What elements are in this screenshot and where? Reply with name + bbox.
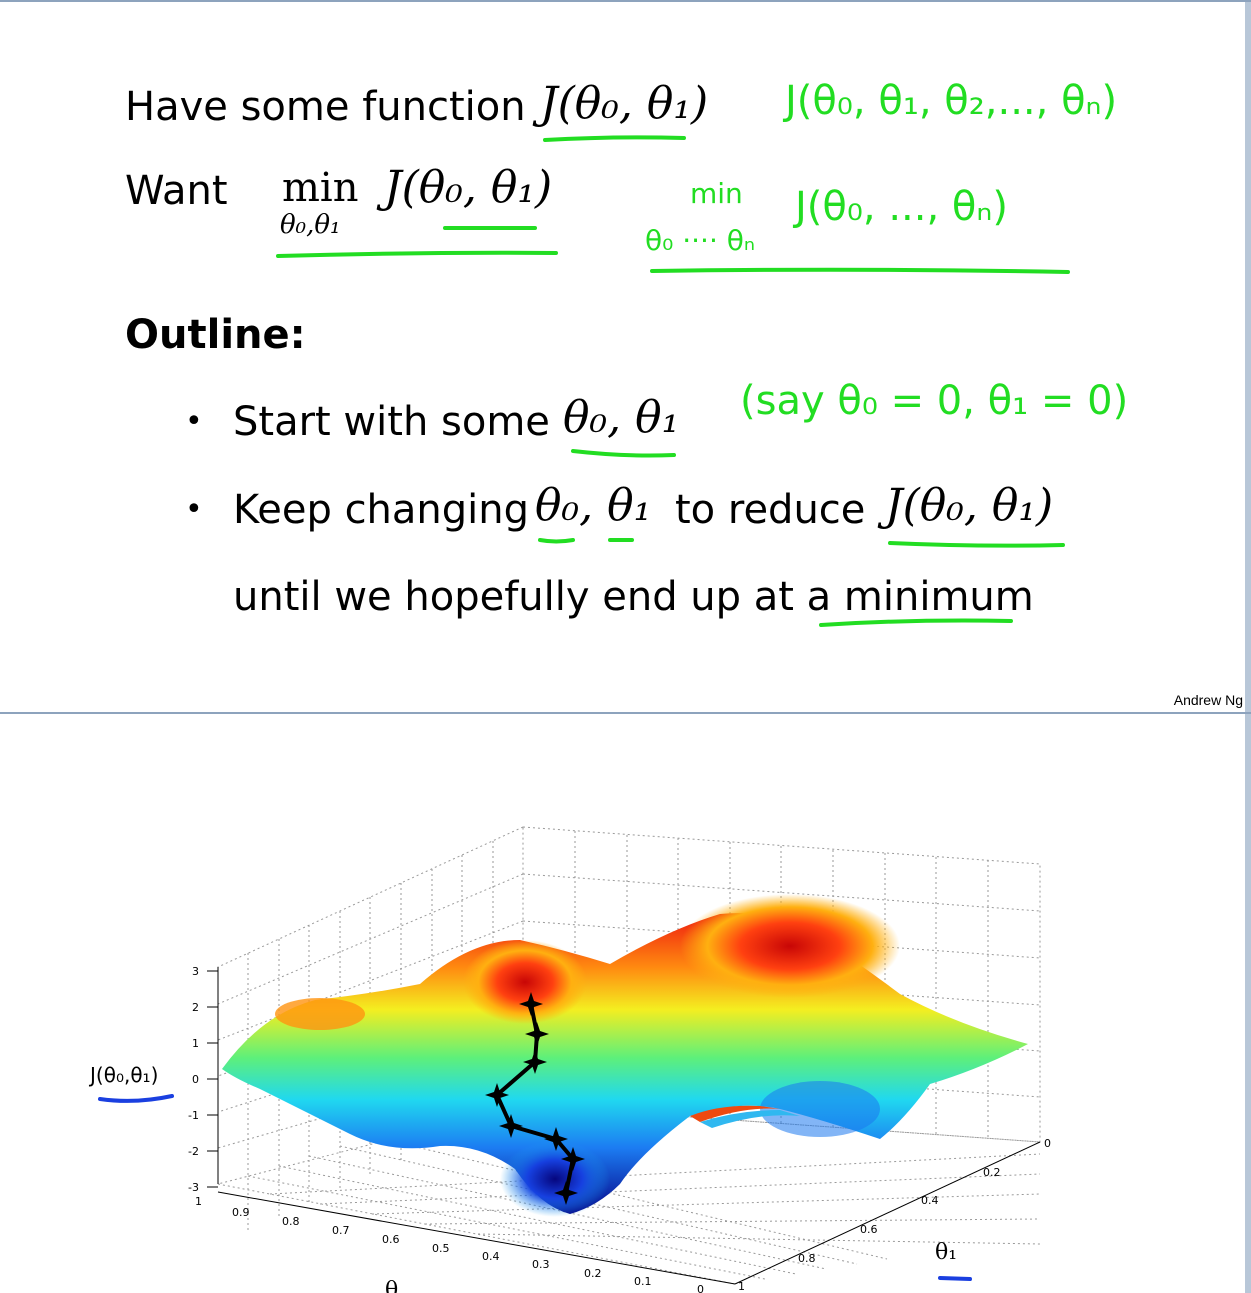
- descent-step-star: [561, 1147, 585, 1171]
- theta1-tick: 0.6: [860, 1223, 878, 1236]
- bullet-to-reduce-text: to reduce: [675, 487, 866, 533]
- theta0-tick: 0: [697, 1283, 704, 1293]
- handwritten-min-label: min: [690, 177, 743, 210]
- z-axis-label: J(θ₀,θ₁): [88, 1063, 158, 1087]
- bullet-marker: •: [185, 404, 203, 439]
- z-axis-ticks: 3 2 1 0 -1 -2 -3: [188, 965, 199, 1194]
- cost-function-formula: J(θ₀, θ₁): [540, 78, 709, 129]
- theta0-tick: 0.6: [382, 1233, 400, 1246]
- z-tick: 3: [192, 965, 199, 978]
- theta1-tick: 0.2: [983, 1166, 1001, 1179]
- author-credit: Andrew Ng: [1173, 692, 1243, 708]
- theta0-axis-ticks: 1 0.9 0.8 0.7 0.6 0.5 0.4 0.3 0.2 0.1 0: [195, 1195, 704, 1293]
- theta1-axis-label: θ₁: [935, 1240, 957, 1265]
- handwritten-general-function: J(θ₀, θ₁, θ₂,..., θₙ): [785, 78, 1118, 124]
- line-have-function-label: Have some function: [125, 84, 526, 130]
- bullet-start-text: Start with some: [233, 399, 550, 445]
- min-subscript: θ₀,θ₁: [280, 210, 341, 240]
- theta0-tick: 0.2: [584, 1267, 602, 1280]
- bullet-marker: •: [185, 492, 203, 527]
- z-tick: -1: [188, 1109, 199, 1122]
- theta1-tick: 1: [738, 1280, 745, 1293]
- theta0-axis-label: θ: [385, 1278, 398, 1293]
- z-tick: 1: [192, 1037, 199, 1050]
- window-edge: [1245, 714, 1251, 1293]
- window-edge: [1245, 2, 1251, 712]
- min-operator: min: [282, 165, 359, 211]
- descent-step-star: [554, 1181, 578, 1205]
- theta1-tick: 0.8: [798, 1252, 816, 1265]
- bullet-keep-changing-text: Keep changing: [233, 487, 530, 533]
- handwritten-min-subscript: θ₀ ···· θₙ: [645, 224, 756, 257]
- theta0-tick: 0.8: [282, 1215, 300, 1228]
- theta0-tick: 0.4: [482, 1250, 500, 1263]
- theta1-tick: 0: [1044, 1137, 1051, 1150]
- z-tick: -3: [188, 1181, 199, 1194]
- descent-step-star: [525, 1022, 549, 1046]
- theta0-tick: 0.7: [332, 1224, 350, 1237]
- descent-step-star: [485, 1083, 509, 1107]
- theta0-tick: 0.3: [532, 1258, 550, 1271]
- descent-step-star: [499, 1114, 523, 1138]
- slide-cost-surface-plot: 3 2 1 0 -1 -2 -3 1 0.9 0.8 0.7 0.6 0.5 0…: [0, 712, 1251, 1293]
- cost-surface-3d-plot: 3 2 1 0 -1 -2 -3 1 0.9 0.8 0.7 0.6 0.5 0…: [88, 826, 1051, 1293]
- z-tick: 2: [192, 1001, 199, 1014]
- min-cost-function-formula: J(θ₀, θ₁): [384, 162, 553, 213]
- bullet-start-params: θ₀, θ₁: [563, 392, 680, 443]
- theta0-tick: 1: [195, 1195, 202, 1208]
- theta1-label-underline: [938, 1276, 972, 1281]
- z-tick: -2: [188, 1145, 199, 1158]
- handwritten-say-initial: (say θ₀ = 0, θ₁ = 0): [740, 378, 1129, 424]
- slide-gradient-descent-outline: Have some function J(θ₀, θ₁) Want min θ₀…: [0, 0, 1251, 712]
- continuation-text: until we hopefully end up at a minimum: [233, 574, 1034, 620]
- z-label-underline: [98, 1094, 174, 1103]
- theta0-tick: 0.9: [232, 1206, 250, 1219]
- descent-step-markers: [485, 992, 585, 1205]
- descent-step-star: [523, 1050, 547, 1074]
- handwritten-underlines: [276, 135, 1070, 627]
- line-want-label: Want: [125, 168, 228, 214]
- bullet-cost-function-formula: J(θ₀, θ₁): [885, 480, 1054, 531]
- cost-surface: [222, 894, 1028, 1217]
- z-tick: 0: [192, 1073, 199, 1086]
- bullet-keep-changing-params: θ₀, θ₁: [535, 480, 652, 531]
- descent-step-star: [544, 1127, 568, 1151]
- theta0-tick: 0.5: [432, 1242, 450, 1255]
- descent-step-star: [519, 992, 543, 1016]
- theta0-tick: 0.1: [634, 1275, 652, 1288]
- theta1-axis-ticks: 0 0.2 0.4 0.6 0.8 1: [738, 1137, 1051, 1293]
- theta1-tick: 0.4: [921, 1194, 939, 1207]
- handwritten-min-function: J(θ₀, ..., θₙ): [795, 184, 1008, 230]
- outline-heading: Outline:: [125, 312, 306, 358]
